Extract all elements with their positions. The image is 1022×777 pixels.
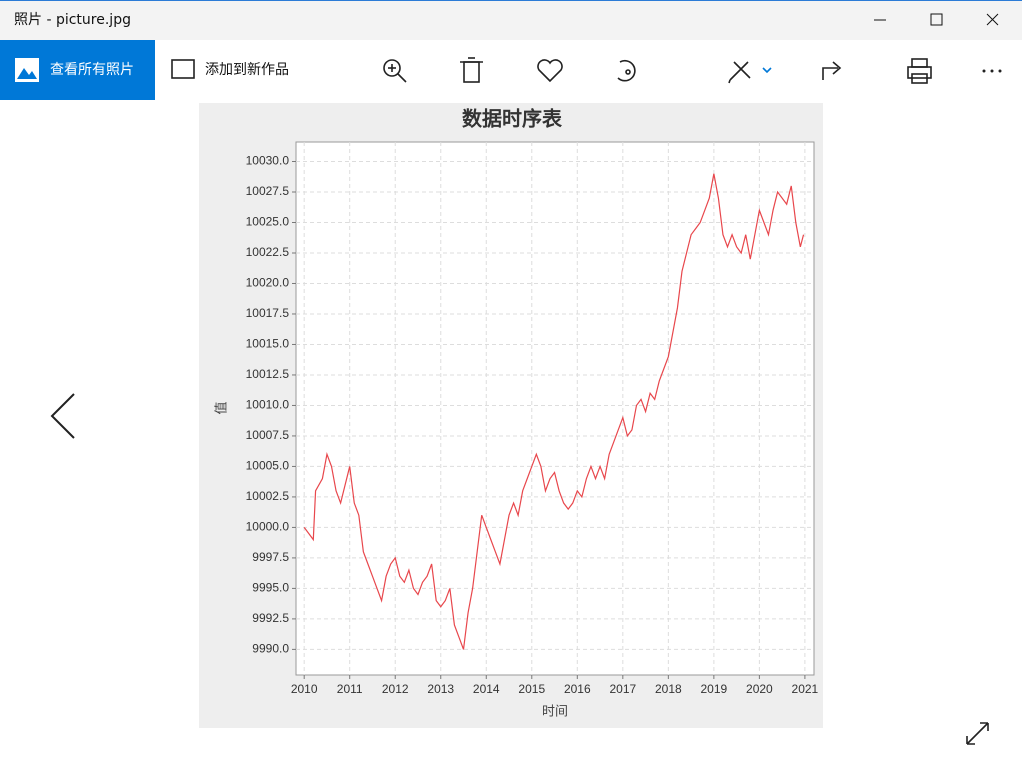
share-button[interactable]	[822, 61, 842, 80]
x-tick-label: 2016	[564, 682, 591, 696]
zoom-button[interactable]	[383, 59, 407, 83]
y-tick-label: 10002.5	[246, 489, 290, 503]
x-tick-label: 2013	[427, 682, 454, 696]
maximize-button[interactable]	[930, 13, 943, 26]
y-tick-label: 10012.5	[246, 367, 290, 381]
view-all-label: 查看所有照片	[50, 62, 134, 78]
edit-button[interactable]	[728, 61, 772, 84]
y-tick-label: 9997.5	[252, 550, 289, 564]
window-border	[0, 0, 1022, 1]
y-tick-label: 9992.5	[252, 611, 289, 625]
x-tick-label: 2012	[382, 682, 409, 696]
previous-button[interactable]	[50, 393, 75, 439]
y-tick-label: 10007.5	[246, 428, 290, 442]
add-to-icon[interactable]	[171, 59, 195, 79]
rotate-button[interactable]	[617, 59, 636, 82]
x-tick-label: 2014	[473, 682, 500, 696]
x-tick-label: 2019	[701, 682, 728, 696]
chart-title: 数据时序表	[462, 107, 563, 131]
fullscreen-button[interactable]	[966, 722, 989, 745]
chart-image: 数据时序表 时间 值 9990.0 9992.5 9995.0 9997.5 10000…	[199, 103, 823, 728]
close-button[interactable]	[986, 13, 999, 26]
y-tick-label: 10015.0	[246, 337, 290, 351]
y-tick-label: 10010.0	[246, 398, 290, 412]
y-tick-label: 9995.0	[252, 581, 289, 595]
window-title: 照片 - picture.jpg	[14, 12, 131, 28]
y-tick-label: 10020.0	[246, 276, 290, 290]
x-tick-label: 2017	[609, 682, 636, 696]
delete-button[interactable]	[460, 57, 483, 83]
y-tick-label: 10030.0	[246, 154, 290, 168]
x-axis-label: 时间	[542, 705, 568, 720]
data-line	[303, 173, 805, 650]
favorite-button[interactable]	[537, 59, 563, 83]
x-tick-label: 2020	[746, 682, 773, 696]
y-tick-label: 10022.5	[246, 245, 290, 259]
y-tick-label: 10027.5	[246, 184, 290, 198]
y-tick-label: 10025.0	[246, 215, 290, 229]
x-tick-label: 2018	[655, 682, 682, 696]
add-to-label[interactable]: 添加到新作品	[205, 62, 289, 78]
title-bar	[0, 0, 1022, 40]
plot-area	[295, 141, 815, 676]
x-tick-label: 2010	[291, 682, 318, 696]
x-tick-label: 2021	[792, 682, 819, 696]
more-button[interactable]	[982, 69, 1002, 73]
y-tick-label: 10000.0	[246, 520, 290, 534]
photos-icon-mountain	[17, 68, 37, 79]
y-tick-label: 10017.5	[246, 306, 290, 320]
print-button[interactable]	[907, 58, 932, 84]
y-tick-label: 9990.0	[252, 642, 289, 656]
y-tick-label: 10005.0	[246, 459, 290, 473]
x-tick-label: 2011	[337, 682, 363, 696]
x-tick-label: 2015	[518, 682, 545, 696]
y-axis-label: 值	[214, 401, 230, 414]
